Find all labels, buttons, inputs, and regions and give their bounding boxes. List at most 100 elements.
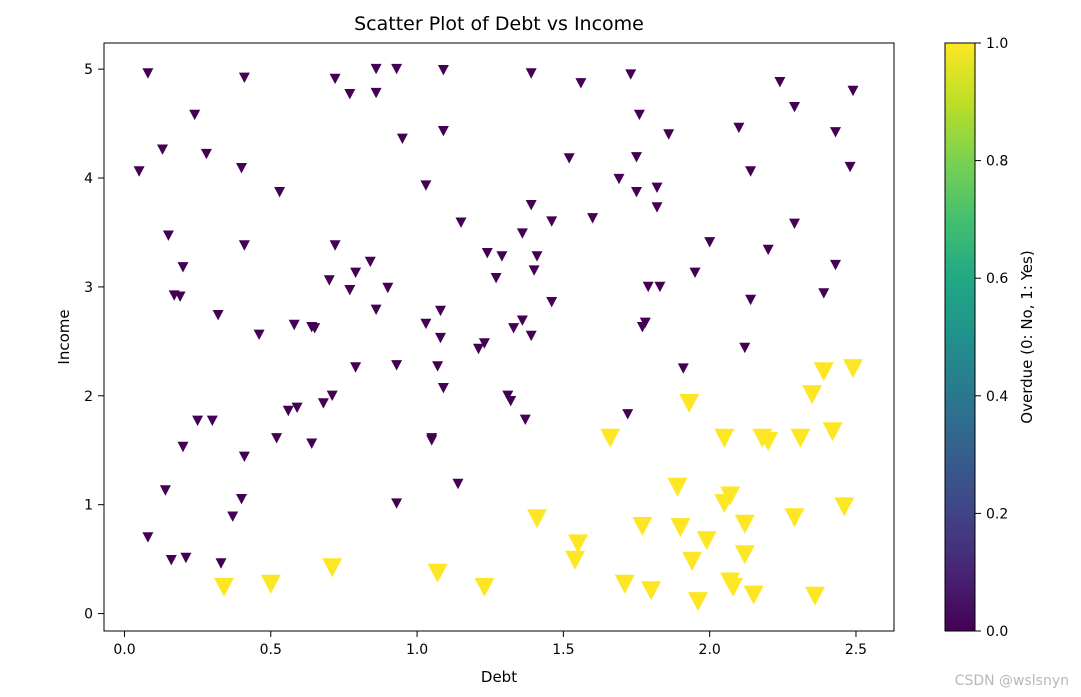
data-point-overdue	[784, 508, 805, 528]
data-point-not-overdue	[317, 398, 329, 409]
data-point-not-overdue	[587, 213, 599, 224]
data-point-not-overdue	[636, 322, 648, 333]
data-point-not-overdue	[525, 330, 537, 342]
data-point-overdue	[790, 428, 811, 448]
data-point-not-overdue	[508, 323, 520, 334]
data-point-not-overdue	[830, 127, 841, 138]
data-point-overdue	[714, 428, 735, 448]
data-point-not-overdue	[174, 291, 186, 302]
data-point-not-overdue	[704, 237, 716, 248]
data-point-overdue	[743, 585, 764, 605]
data-point-not-overdue	[622, 409, 634, 420]
data-point-not-overdue	[633, 109, 645, 121]
data-point-not-overdue	[575, 78, 587, 89]
data-point-overdue	[723, 577, 744, 597]
data-point-overdue	[696, 531, 717, 551]
data-point-overdue	[758, 432, 779, 451]
data-point-not-overdue	[306, 438, 318, 449]
data-point-not-overdue	[215, 558, 227, 569]
data-point-overdue	[714, 494, 735, 514]
data-point-not-overdue	[282, 405, 294, 417]
x-tick-label: 1.0	[406, 642, 428, 658]
y-tick-label: 1	[84, 498, 93, 514]
data-point-not-overdue	[323, 275, 335, 286]
data-point-not-overdue	[133, 166, 145, 177]
data-point-overdue	[565, 550, 586, 570]
data-point-not-overdue	[344, 89, 356, 100]
data-point-not-overdue	[437, 65, 449, 76]
data-point-not-overdue	[654, 281, 666, 293]
data-point-not-overdue	[253, 329, 265, 340]
data-point-not-overdue	[502, 390, 514, 401]
data-point-not-overdue	[789, 218, 800, 229]
data-point-not-overdue	[396, 133, 408, 144]
data-point-overdue	[734, 545, 755, 565]
data-point-not-overdue	[733, 122, 745, 134]
x-axis-label: Debt	[481, 668, 517, 686]
data-point-not-overdue	[382, 282, 394, 294]
data-point-not-overdue	[625, 69, 637, 80]
data-point-not-overdue	[212, 310, 224, 321]
y-tick-label: 4	[84, 171, 93, 187]
data-point-not-overdue	[274, 187, 286, 198]
data-point-not-overdue	[364, 256, 376, 268]
data-point-not-overdue	[180, 552, 192, 564]
data-point-not-overdue	[818, 288, 830, 299]
data-point-not-overdue	[563, 153, 575, 164]
data-point-not-overdue	[426, 435, 438, 446]
data-point-not-overdue	[177, 441, 189, 453]
data-point-not-overdue	[370, 63, 382, 75]
data-point-overdue	[843, 359, 863, 379]
data-point-not-overdue	[490, 273, 502, 284]
data-point-overdue	[734, 514, 755, 534]
plot-frame	[103, 42, 895, 632]
data-point-not-overdue	[177, 262, 189, 273]
data-point-overdue	[805, 586, 825, 606]
data-point-not-overdue	[344, 285, 356, 296]
x-tick-label: 1.5	[552, 642, 574, 658]
data-point-not-overdue	[437, 383, 449, 394]
y-axis-label: Income	[55, 309, 73, 364]
data-point-not-overdue	[546, 297, 558, 308]
data-point-not-overdue	[271, 433, 283, 444]
colorbar-tick-label: 0.6	[986, 271, 1008, 287]
x-axis-ticks: 0.0 0.5 1.0 1.5 2.0 2.5	[113, 631, 867, 658]
data-point-not-overdue	[689, 267, 701, 278]
data-point-not-overdue	[420, 318, 432, 330]
data-point-not-overdue	[546, 216, 558, 227]
data-point-not-overdue	[496, 251, 508, 262]
data-point-not-overdue	[531, 251, 543, 262]
chart-title: Scatter Plot of Debt vs Income	[354, 13, 644, 35]
data-point-not-overdue	[309, 323, 321, 334]
data-point-not-overdue	[189, 109, 201, 121]
colorbar-tick-label: 0.2	[986, 506, 1008, 522]
x-tick-label: 2.5	[845, 642, 867, 658]
data-point-not-overdue	[745, 294, 757, 306]
data-point-overdue	[834, 497, 855, 517]
data-point-overdue	[688, 592, 708, 612]
data-point-not-overdue	[238, 451, 250, 462]
data-point-not-overdue	[830, 259, 841, 271]
data-point-not-overdue	[329, 240, 341, 251]
data-point-not-overdue	[435, 332, 446, 344]
data-point-not-overdue	[528, 265, 540, 276]
data-point-overdue	[802, 385, 823, 405]
data-point-not-overdue	[420, 180, 432, 191]
data-point-not-overdue	[677, 363, 689, 374]
data-point-not-overdue	[739, 342, 751, 354]
data-point-not-overdue	[505, 396, 517, 407]
data-point-not-overdue	[192, 415, 204, 426]
data-point-not-overdue	[236, 494, 247, 505]
data-point-overdue	[822, 422, 843, 442]
watermark: CSDN @wslsnyn	[954, 673, 1069, 689]
data-point-not-overdue	[370, 87, 382, 99]
data-point-not-overdue	[774, 77, 786, 88]
data-point-not-overdue	[663, 129, 675, 140]
data-point-overdue	[614, 574, 635, 594]
data-point-not-overdue	[642, 281, 654, 293]
data-point-overdue	[682, 551, 703, 571]
data-point-not-overdue	[350, 267, 362, 278]
y-tick-label: 0	[84, 607, 93, 623]
data-point-not-overdue	[631, 152, 642, 163]
